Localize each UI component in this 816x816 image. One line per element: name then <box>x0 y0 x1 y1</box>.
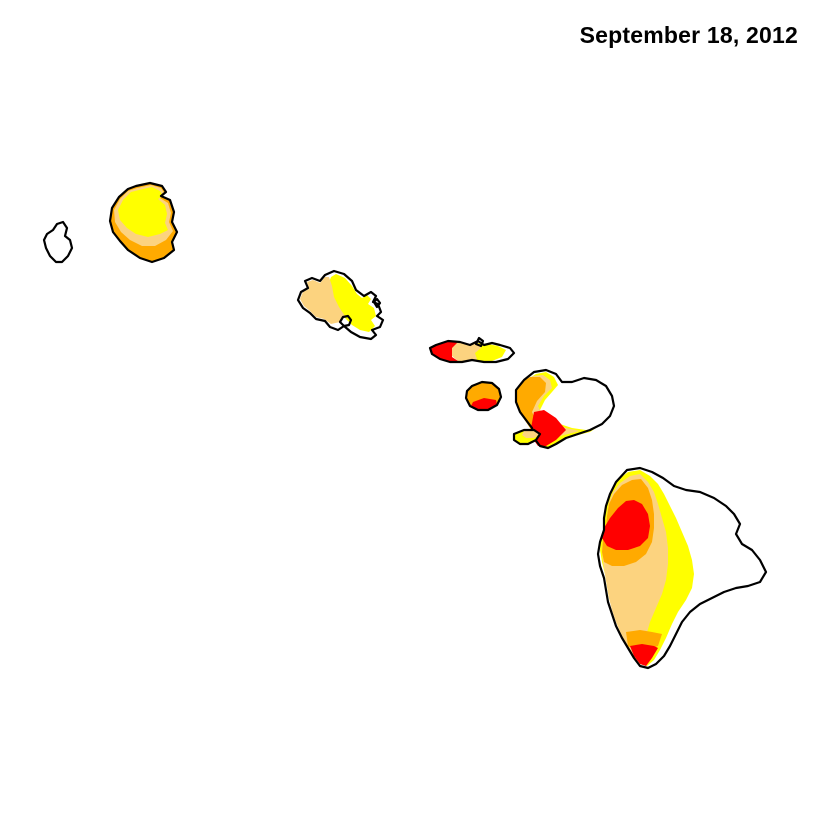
molokai-north-peninsula <box>474 336 485 348</box>
oahu-band-d0 <box>328 274 376 332</box>
page-title: September 18, 2012 <box>579 22 798 48</box>
kahoolawe-outline <box>512 428 542 446</box>
maui-band-d2 <box>516 377 558 442</box>
oahu-outline <box>296 269 385 341</box>
molokai-outline <box>428 339 516 364</box>
hawaii-band-d3-south-point <box>630 644 658 666</box>
oahu-kaneohe-bay-inlet <box>372 297 382 309</box>
hawaii-band-d2-south-point <box>626 630 662 650</box>
lanai-outline <box>464 380 503 412</box>
maui-outline <box>514 368 616 450</box>
niihau-outline <box>42 220 74 264</box>
oahu-band-d1 <box>300 277 345 324</box>
island-lanai <box>464 380 503 412</box>
island-maui <box>514 368 616 450</box>
oahu-pearl-harbor-inlet <box>338 314 353 328</box>
lanai-band-d3 <box>471 398 497 410</box>
kauai-outline <box>108 181 179 264</box>
island-molokai <box>428 336 516 364</box>
molokai-band-d1 <box>452 342 481 362</box>
maui-band-d3 <box>531 410 566 446</box>
island-kauai <box>108 181 179 264</box>
kauai-band-d0 <box>118 187 168 237</box>
island-kahoolawe <box>512 428 542 446</box>
island-niihau <box>42 220 74 264</box>
island-oahu <box>296 269 385 341</box>
island-hawaii-big-island <box>596 466 768 670</box>
hawaii-outline <box>596 466 768 670</box>
hawaii-band-d3 <box>602 500 650 550</box>
